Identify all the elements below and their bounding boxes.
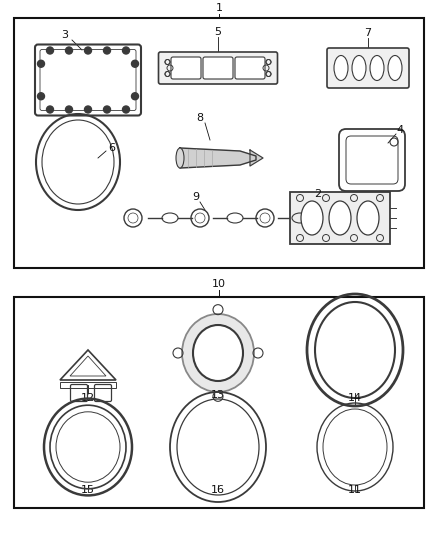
Circle shape [85, 47, 92, 54]
Text: 1: 1 [215, 3, 223, 13]
FancyBboxPatch shape [159, 52, 278, 84]
Text: 6: 6 [109, 143, 116, 153]
Text: 2: 2 [314, 189, 321, 199]
Text: 5: 5 [215, 27, 222, 37]
Text: 16: 16 [211, 485, 225, 495]
Text: 8: 8 [196, 113, 204, 123]
Circle shape [123, 47, 130, 54]
Ellipse shape [352, 55, 366, 80]
Text: 11: 11 [348, 485, 362, 495]
Ellipse shape [329, 201, 351, 235]
FancyBboxPatch shape [235, 57, 265, 79]
Bar [14, 18, 424, 268]
Polygon shape [180, 148, 256, 168]
FancyBboxPatch shape [171, 57, 201, 79]
Circle shape [46, 47, 53, 54]
Circle shape [38, 60, 45, 67]
Ellipse shape [334, 55, 348, 80]
Text: 10: 10 [212, 279, 226, 289]
Circle shape [103, 106, 110, 113]
Text: 9: 9 [192, 192, 200, 202]
Text: 3: 3 [61, 30, 68, 40]
Ellipse shape [301, 201, 323, 235]
Circle shape [131, 60, 138, 67]
Circle shape [123, 106, 130, 113]
Ellipse shape [357, 201, 379, 235]
Circle shape [85, 106, 92, 113]
Text: 4: 4 [396, 125, 403, 135]
Polygon shape [250, 150, 263, 166]
Ellipse shape [193, 325, 243, 381]
Circle shape [66, 47, 73, 54]
Bar [60, 382, 116, 388]
Circle shape [46, 106, 53, 113]
Bar [290, 192, 390, 244]
Circle shape [103, 47, 110, 54]
Circle shape [66, 106, 73, 113]
Ellipse shape [176, 148, 184, 168]
FancyBboxPatch shape [327, 48, 409, 88]
Text: 15: 15 [81, 485, 95, 495]
Text: 13: 13 [211, 390, 225, 400]
Text: 14: 14 [348, 393, 362, 403]
Text: 12: 12 [81, 393, 95, 403]
FancyBboxPatch shape [203, 57, 233, 79]
Ellipse shape [388, 55, 402, 80]
Ellipse shape [182, 314, 254, 392]
Bar [14, 297, 424, 508]
Circle shape [38, 93, 45, 100]
Circle shape [131, 93, 138, 100]
Ellipse shape [370, 55, 384, 80]
Text: 7: 7 [364, 28, 371, 38]
